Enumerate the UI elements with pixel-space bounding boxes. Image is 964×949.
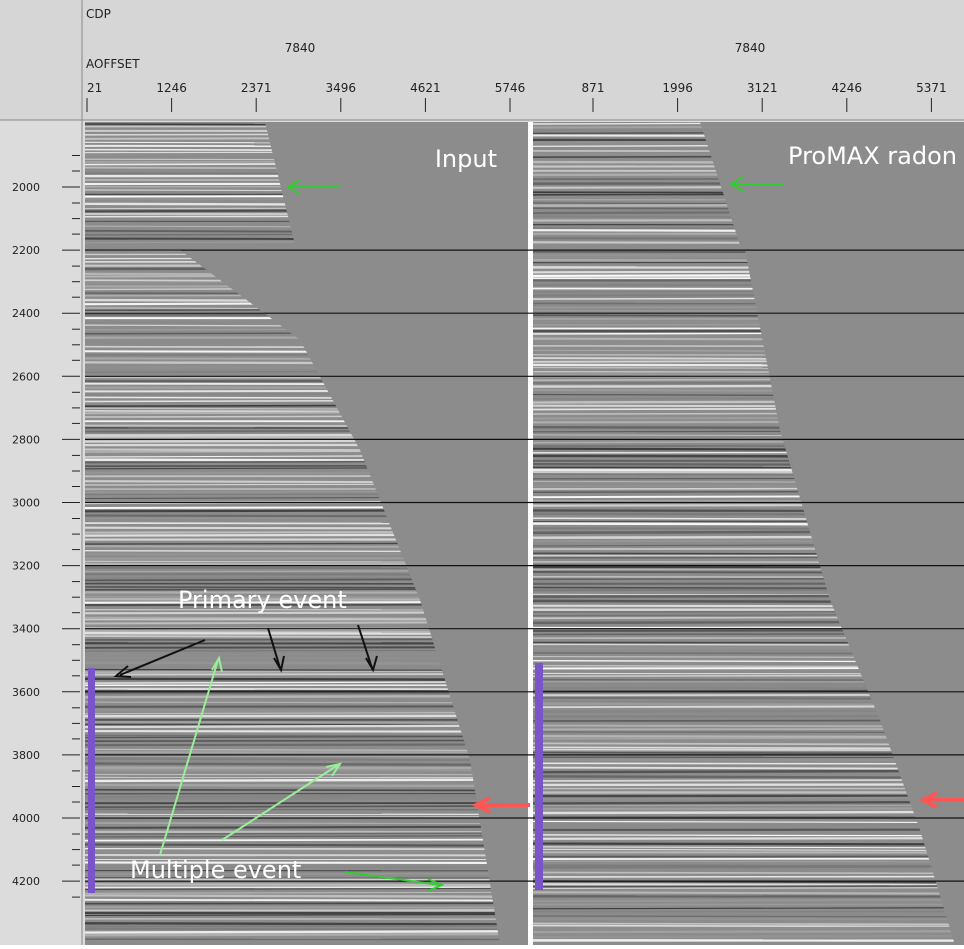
cdp-value: 7840 <box>735 41 766 55</box>
reflector <box>533 916 964 917</box>
reflector <box>85 764 528 765</box>
reflector <box>85 895 528 896</box>
promax-label: ProMAX radon <box>788 142 957 170</box>
reflector <box>533 873 964 874</box>
reflector <box>85 833 528 834</box>
reflector <box>533 936 964 937</box>
reflector <box>85 913 528 914</box>
reflector <box>533 892 964 893</box>
time-tick-label: 2800 <box>12 433 40 446</box>
time-tick-label: 3200 <box>12 560 40 573</box>
primary-label: Primary event <box>178 586 347 614</box>
time-tick-label: 2400 <box>12 307 40 320</box>
reflector <box>533 812 964 813</box>
offset-tick-label: 2371 <box>241 81 272 95</box>
offset-tick-label: 4246 <box>832 81 863 95</box>
reflector <box>85 931 528 932</box>
offset-tick-label: 5746 <box>495 81 526 95</box>
reflector <box>85 817 528 818</box>
reflector <box>85 740 528 741</box>
header-band <box>0 0 964 120</box>
panel-separator <box>528 122 533 945</box>
reflector <box>533 884 964 885</box>
reflector <box>85 943 528 944</box>
reflector <box>533 926 964 927</box>
time-tick-label: 3400 <box>12 623 40 636</box>
cdp-label: CDP <box>86 7 111 21</box>
time-tick-label: 2600 <box>12 370 40 383</box>
reflector <box>85 851 528 852</box>
reflector <box>85 926 528 927</box>
time-tick-label: 3000 <box>12 497 40 510</box>
time-tick-label: 3600 <box>12 686 40 699</box>
reflector <box>533 923 964 924</box>
offset-tick-label: 3121 <box>747 81 778 95</box>
offset-tick-label: 3496 <box>326 81 357 95</box>
time-tick-label: 2000 <box>12 181 40 194</box>
reflector <box>85 759 528 760</box>
reflector <box>85 884 528 885</box>
offset-tick-label: 21 <box>87 81 102 95</box>
time-tick-label: 2200 <box>12 244 40 257</box>
reflector <box>533 802 964 803</box>
input-label: Input <box>435 145 497 173</box>
offset-tick-label: 1246 <box>156 81 187 95</box>
multiple-label: Multiple event <box>130 856 301 884</box>
offset-tick-label: 5371 <box>916 81 947 95</box>
time-tick-label: 4000 <box>12 812 40 825</box>
reflector <box>533 867 964 868</box>
zone-bar <box>88 668 95 893</box>
reflector <box>533 844 964 845</box>
reflector <box>85 744 528 745</box>
reflector <box>533 886 964 887</box>
time-tick-label: 4200 <box>12 875 40 888</box>
reflector <box>85 796 528 797</box>
time-tick-label: 3800 <box>12 749 40 762</box>
reflector <box>85 900 528 901</box>
reflector <box>85 780 528 781</box>
reflector <box>85 844 528 845</box>
reflector <box>533 776 964 777</box>
reflector <box>85 849 528 850</box>
offset-tick-label: 4621 <box>410 81 441 95</box>
offset-tick-label: 1996 <box>662 81 693 95</box>
reflector <box>533 780 964 781</box>
reflector <box>85 827 528 828</box>
reflector <box>533 838 964 839</box>
reflector <box>533 931 964 932</box>
reflector <box>85 755 528 756</box>
reflector <box>533 808 964 809</box>
reflector <box>533 928 964 929</box>
reflector <box>85 934 528 935</box>
zone-bar <box>535 663 543 890</box>
offset-tick-label: 871 <box>582 81 605 95</box>
cdp-value: 7840 <box>285 41 316 55</box>
reflector <box>533 798 964 799</box>
offset-label: AOFFSET <box>86 57 140 71</box>
reflector <box>85 790 528 791</box>
reflector <box>85 840 528 841</box>
reflector <box>85 923 528 924</box>
